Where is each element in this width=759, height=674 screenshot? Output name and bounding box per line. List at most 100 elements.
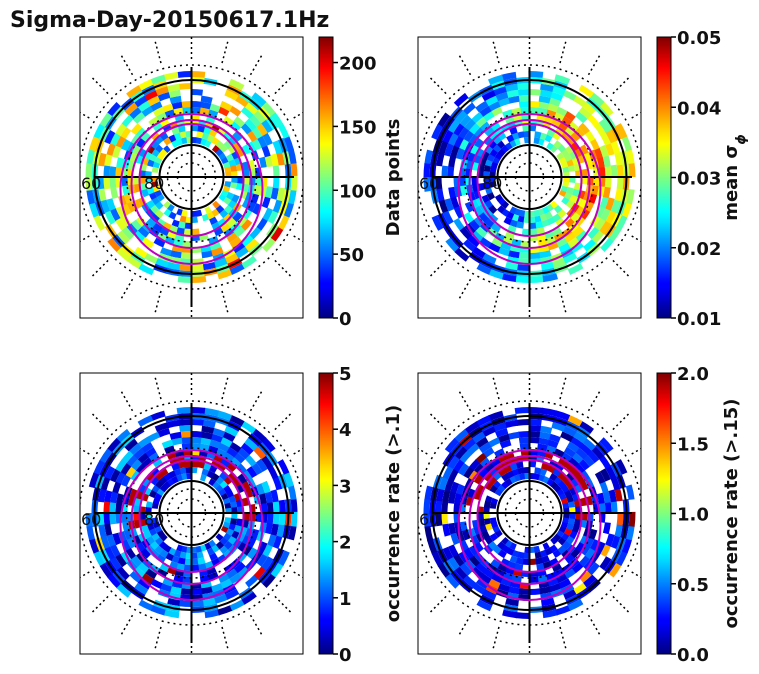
heatmap-cell xyxy=(528,100,540,108)
heatmap-cell xyxy=(497,433,510,444)
heatmap-cell xyxy=(144,447,157,458)
heatmap-cell xyxy=(116,583,132,598)
heatmap-cell xyxy=(250,192,260,204)
heatmap-cell xyxy=(154,526,163,534)
heatmap-cell xyxy=(608,562,622,578)
colorbar-tick-label: 2 xyxy=(339,533,352,554)
heatmap-cell xyxy=(196,131,204,139)
heatmap-cell xyxy=(215,148,224,157)
heatmap-cell xyxy=(197,557,206,565)
heatmap-cell xyxy=(170,250,183,259)
heatmap-cell xyxy=(600,132,611,146)
heatmap-cell xyxy=(201,425,215,434)
heatmap-cell xyxy=(154,190,163,198)
heatmap-cell xyxy=(515,461,524,469)
heatmap-cell xyxy=(582,101,596,115)
heatmap-cell xyxy=(568,121,579,132)
heatmap-cell xyxy=(98,188,107,203)
heatmap-cell xyxy=(550,200,559,209)
heatmap-cell xyxy=(255,483,265,495)
heatmap-cell xyxy=(220,578,234,589)
heatmap-cell xyxy=(197,125,205,133)
heatmap-cell xyxy=(278,499,286,513)
heatmap-cell xyxy=(598,119,611,133)
heatmap-cell xyxy=(533,209,541,217)
colorbar-label: occurrence rate (>.1) xyxy=(383,405,404,622)
heatmap-cell xyxy=(107,573,122,589)
heatmap-cell xyxy=(222,452,235,463)
heatmap-cell xyxy=(224,181,232,188)
heatmap-cell xyxy=(573,518,582,527)
heatmap-cell xyxy=(478,467,489,479)
heatmap-cell xyxy=(494,568,506,578)
heatmap-cell xyxy=(438,199,449,214)
heatmap-cell xyxy=(156,530,165,538)
heatmap-cell xyxy=(514,563,524,571)
heatmap-cell xyxy=(156,218,166,228)
heatmap-cell xyxy=(264,186,273,199)
heatmap-cell xyxy=(154,422,169,432)
heatmap-cell xyxy=(591,184,599,196)
heatmap-cell xyxy=(240,420,256,434)
heatmap-cell xyxy=(572,226,584,238)
heatmap-cell xyxy=(200,138,207,146)
heatmap-cell xyxy=(248,114,262,128)
heatmap-cell xyxy=(562,181,570,188)
heatmap-cell xyxy=(553,484,562,493)
heatmap-cell xyxy=(435,177,443,191)
heatmap-cell xyxy=(610,140,621,155)
plot-area xyxy=(80,373,303,653)
lat-label-80: 80 xyxy=(144,174,164,193)
heatmap-cell xyxy=(225,171,232,177)
heatmap-cell xyxy=(500,577,513,587)
heatmap-cell xyxy=(502,609,518,619)
oval-contour xyxy=(130,455,253,585)
radial-tick xyxy=(492,41,500,64)
heatmap-cell xyxy=(578,458,590,471)
heatmap-cell xyxy=(471,162,480,171)
radial-tick xyxy=(274,77,292,95)
heatmap-cell xyxy=(471,177,478,186)
heatmap-cell xyxy=(234,226,246,238)
heatmap-cell xyxy=(491,573,504,584)
heatmap-cell xyxy=(478,106,492,118)
heatmap-cell xyxy=(490,559,501,569)
heatmap-cell xyxy=(569,512,576,519)
heatmap-cell xyxy=(157,92,171,102)
heatmap-cell xyxy=(246,130,258,142)
heatmap-cell xyxy=(578,84,594,98)
heatmap-cell xyxy=(106,198,117,212)
heatmap-cell xyxy=(625,484,635,500)
radial-tick xyxy=(221,290,229,313)
heatmap-cell xyxy=(199,443,210,452)
heatmap-cell xyxy=(204,542,212,550)
colorbar-tick-label: 1.0 xyxy=(677,505,709,526)
radial-tick xyxy=(587,55,601,76)
heatmap-cell xyxy=(217,126,227,136)
heatmap-cell xyxy=(483,501,491,509)
heatmap-cell xyxy=(604,165,612,177)
heatmap-cell xyxy=(539,468,548,476)
panel-2: 60 80 0.01 0.02 0.03 0.04 0.05 mean σϕ xyxy=(417,28,749,330)
heatmap-cell xyxy=(470,111,484,124)
heatmap-cell xyxy=(229,572,243,584)
heatmap-cell xyxy=(588,192,598,204)
panel-4: 60 0.0 0.5 1.0 1.5 2.0 occurrence rate (>.15) xyxy=(417,364,742,666)
heatmap-cell xyxy=(139,183,148,191)
heatmap-cell xyxy=(229,599,246,611)
colorbar-label-text: mean σ xyxy=(721,145,742,221)
heatmap-cell xyxy=(88,472,100,489)
heatmap-cell xyxy=(475,578,490,590)
heatmap-cell xyxy=(199,437,212,446)
heatmap-cell xyxy=(213,226,225,237)
heatmap-cell xyxy=(529,228,538,235)
heatmap-cell xyxy=(500,558,511,567)
heatmap-cell xyxy=(445,573,460,589)
heatmap-cell xyxy=(203,407,219,417)
figure-title: Sigma-Day-20150617.1Hz xyxy=(10,8,329,33)
heatmap-cell xyxy=(463,575,477,589)
heatmap-cell xyxy=(541,407,557,417)
heatmap-cell xyxy=(116,247,132,262)
heatmap-cell xyxy=(211,145,220,153)
heatmap-cell xyxy=(581,176,588,185)
